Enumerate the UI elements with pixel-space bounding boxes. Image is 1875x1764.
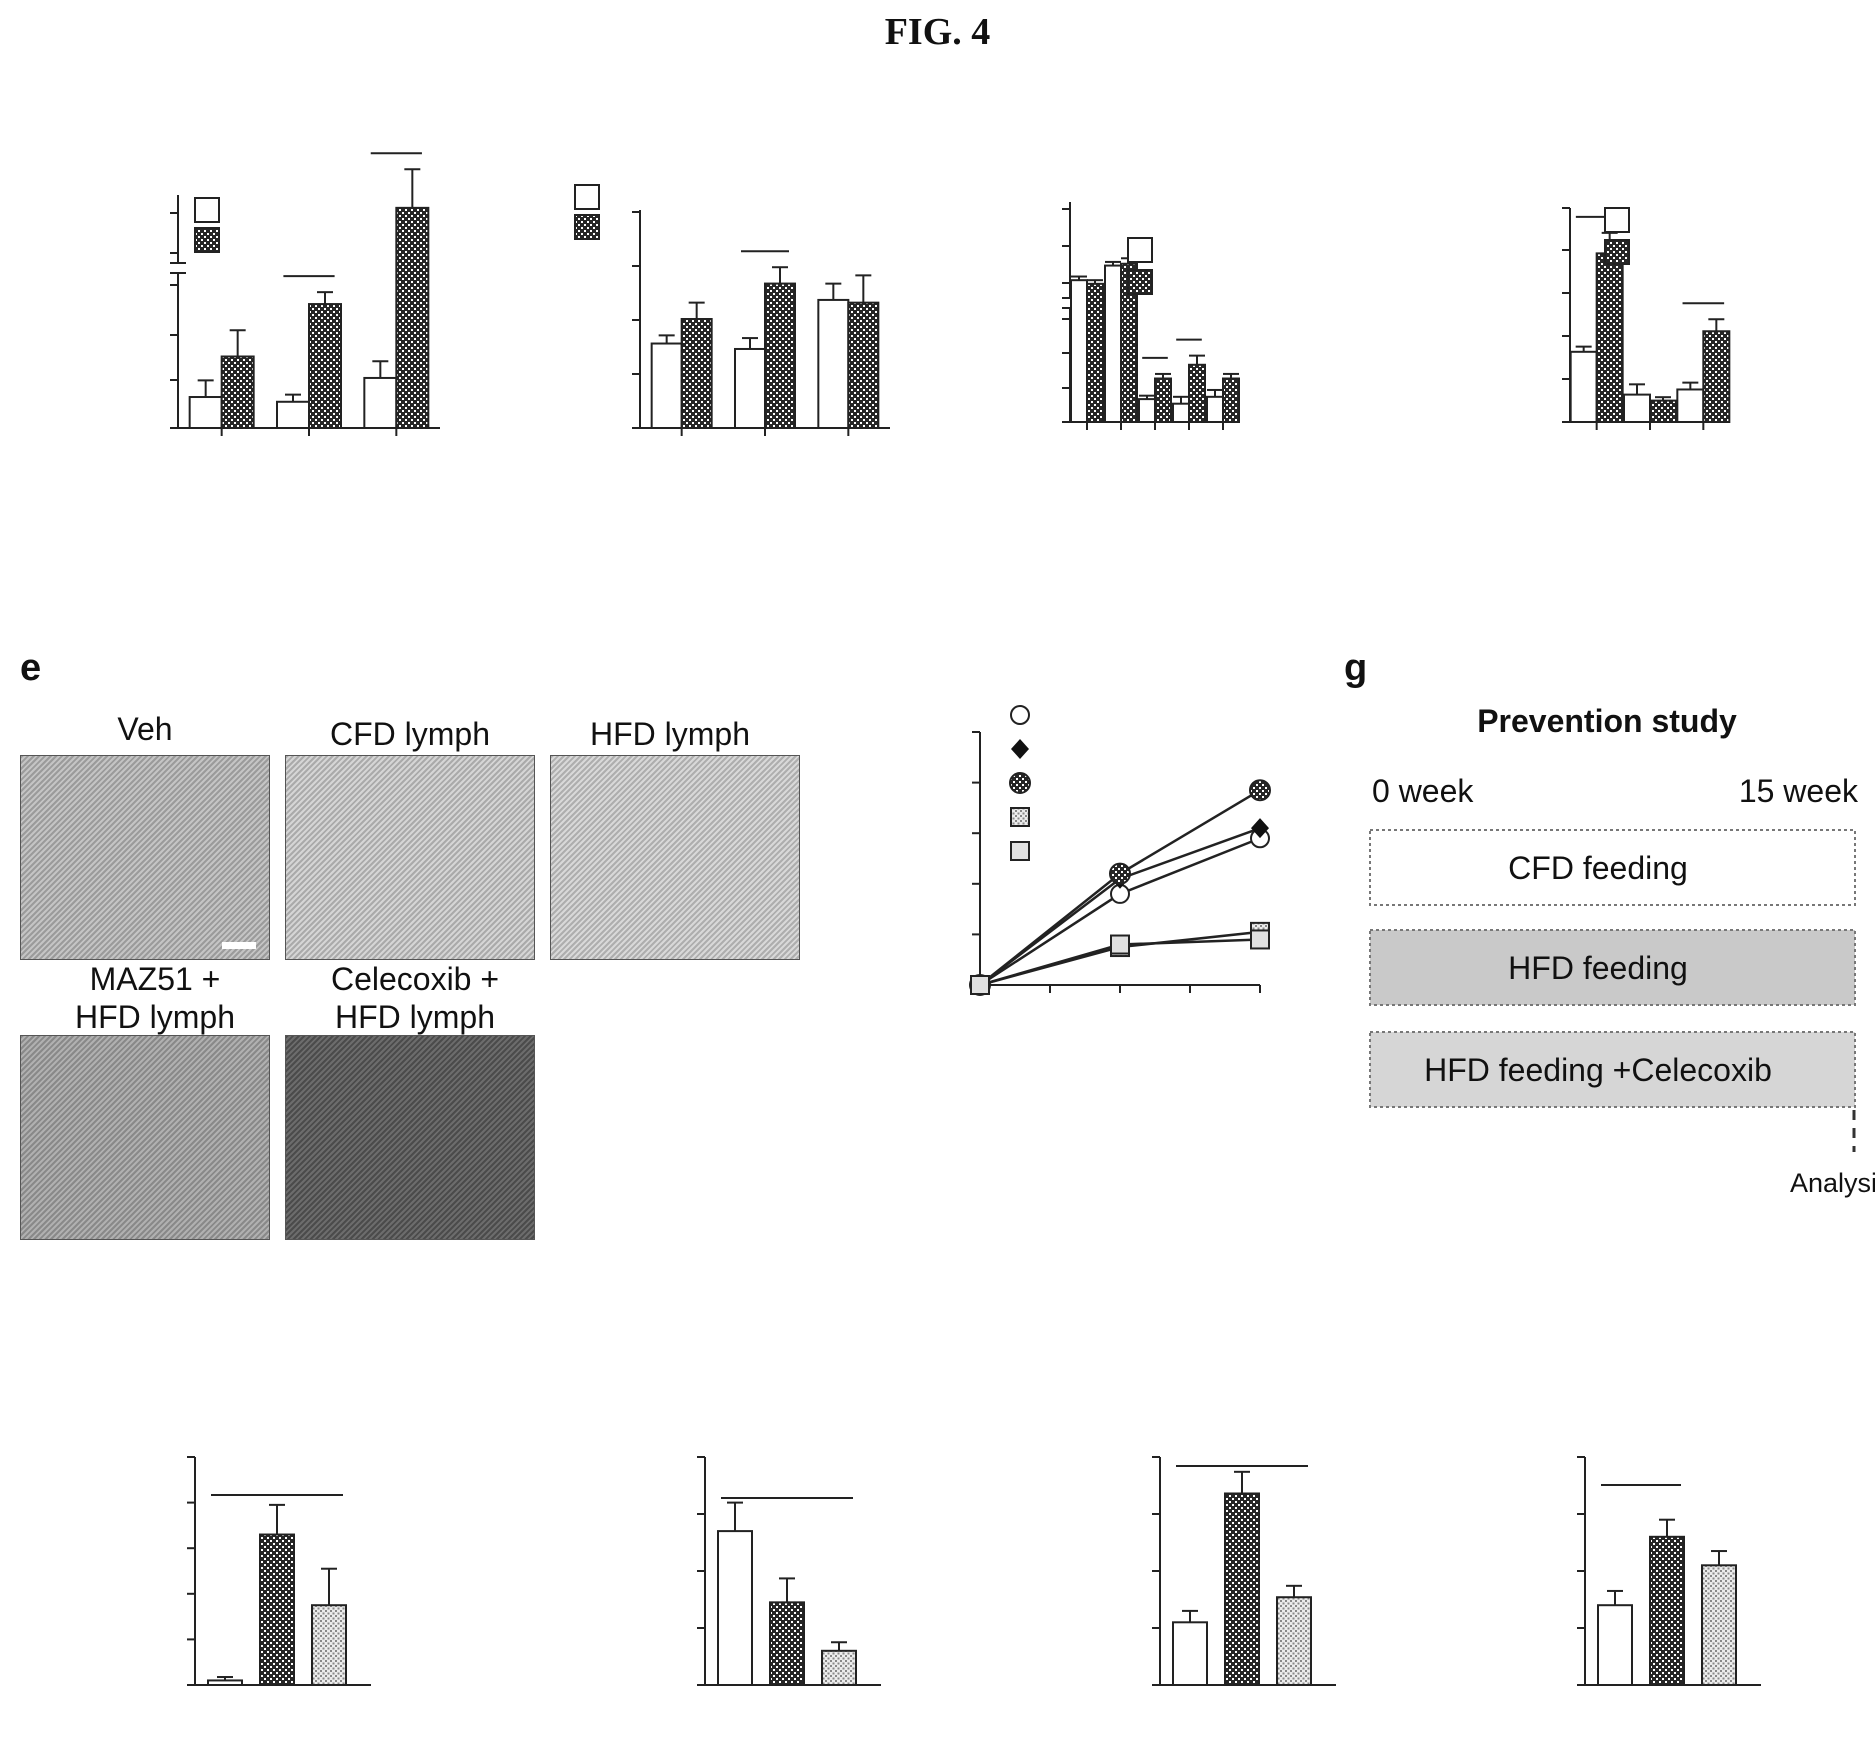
image-caption-maz51-hfd-lymph: MAZ51 + HFD lymph	[74, 961, 235, 1035]
bar-hfd	[1224, 1492, 1260, 1686]
bar-hfd	[1154, 377, 1172, 423]
data-point	[970, 975, 990, 995]
panel-b-chart	[574, 184, 890, 436]
bar-cfd	[1104, 264, 1122, 423]
study-title: Prevention study	[1477, 703, 1737, 739]
bar-hfd	[220, 355, 255, 429]
data-point	[1249, 779, 1271, 802]
bar-hfd	[847, 301, 880, 429]
cfd-feeding-box	[1369, 829, 1856, 906]
bar-cfd	[1206, 395, 1224, 424]
bar-hfd	[395, 206, 430, 429]
bar-hfd	[764, 282, 796, 429]
panel-i-chart	[697, 1456, 881, 1687]
bar-cfd	[1676, 388, 1705, 423]
legend-marker	[1011, 739, 1029, 759]
bar-hfd	[308, 303, 342, 429]
image-caption-celecoxib-hfd-lymph: Celecoxib + HFD lymph	[330, 961, 500, 1035]
micrograph-maz51-hfd-lymph	[20, 1035, 270, 1240]
hfd-feeding-box	[1369, 929, 1856, 1006]
bar-cfd	[650, 342, 683, 429]
micrograph-celecoxib-hfd-lymph	[285, 1035, 535, 1240]
bar-hfd	[769, 1601, 805, 1687]
bar-hfd	[680, 318, 713, 429]
image-caption-cfd-lymph: CFD lymph	[329, 716, 490, 752]
legend-swatch-hfd	[194, 227, 220, 253]
scale-bar	[222, 942, 256, 949]
legend-swatch-hfd	[1127, 269, 1153, 295]
data-point	[1110, 934, 1130, 955]
bar-cfd	[276, 400, 310, 429]
cfd-feeding-label: CFD feeding	[1508, 850, 1688, 886]
bar-hfd	[1120, 262, 1138, 423]
bar-cfd	[207, 1679, 243, 1687]
bar-cfd	[1597, 1604, 1633, 1687]
bar-cfd	[1569, 350, 1598, 423]
panel-f-chart	[969, 705, 1271, 996]
start-week-label: 0 week	[1372, 773, 1474, 809]
legend-marker	[1010, 807, 1030, 827]
panel-d-chart	[1562, 207, 1731, 430]
bar-hfd	[1222, 377, 1240, 423]
bar-hfd	[1649, 1535, 1685, 1686]
panel-c-chart	[1062, 202, 1240, 430]
data-point	[1250, 929, 1270, 950]
bar-hfd	[1702, 330, 1731, 424]
bar-cfd	[1172, 402, 1190, 424]
hfd-feeding-label: HFD feeding	[1508, 950, 1688, 986]
figure-title: FIG. 4	[884, 11, 991, 53]
panel-letter-g: g	[1344, 647, 1367, 689]
bar-cfd	[734, 347, 766, 430]
data-point	[1109, 862, 1131, 885]
bar-hfd	[1086, 282, 1104, 423]
bar-cfd	[188, 396, 223, 429]
panel-k-chart	[1577, 1456, 1761, 1687]
legend-swatch-cfd	[1604, 207, 1630, 233]
panel-e-letter: e	[20, 647, 41, 689]
micrograph-cfd-lymph	[285, 755, 535, 960]
micrograph-hfd-lymph	[550, 755, 800, 960]
legend-swatch-cfd	[194, 197, 220, 223]
legend-swatch-hfd	[1604, 239, 1630, 265]
bar-cfd	[1138, 398, 1156, 424]
image-caption-hfd-lymph: HFD lymph	[589, 716, 750, 752]
bar-cele	[311, 1604, 347, 1687]
panel-letter-e: e	[20, 647, 41, 689]
image-caption-veh: Veh	[117, 711, 173, 747]
analysis-label: Analysis	[1790, 1168, 1875, 1198]
panel-j-chart	[1152, 1456, 1336, 1686]
axis-break	[172, 263, 184, 273]
bar-cfd	[1070, 279, 1088, 423]
bar-cele	[1701, 1564, 1737, 1686]
bar-cfd	[363, 376, 398, 429]
legend-marker	[1009, 772, 1031, 794]
bar-hfd	[1595, 252, 1624, 423]
end-week-label: 15 week	[1739, 773, 1859, 809]
bar-cfd	[717, 1530, 753, 1686]
legend-swatch-cfd	[574, 184, 600, 210]
data-point	[1251, 818, 1269, 839]
panel-a-chart	[170, 152, 440, 436]
legend-marker	[1010, 841, 1030, 861]
legend-swatch-cfd	[1127, 237, 1153, 263]
legend-swatch-hfd	[574, 214, 600, 240]
bar-hfd	[1649, 399, 1677, 424]
panel-g-diagram: g Prevention study 0 week 15 week CFD fe…	[1344, 647, 1875, 1198]
hfd-celecoxib-box	[1369, 1031, 1856, 1108]
panel-h-chart	[187, 1456, 371, 1687]
hfd-celecoxib-label: HFD feeding +Celecoxib	[1424, 1052, 1772, 1088]
bar-cfd	[1172, 1621, 1208, 1686]
micrograph-veh	[20, 755, 270, 960]
bar-cele	[821, 1649, 857, 1686]
legend-marker	[1010, 705, 1030, 725]
bar-hfd	[259, 1533, 295, 1686]
bar-cfd	[1623, 393, 1651, 424]
bar-hfd	[1188, 363, 1206, 423]
bar-cfd	[817, 298, 850, 429]
bar-cele	[1276, 1596, 1312, 1686]
